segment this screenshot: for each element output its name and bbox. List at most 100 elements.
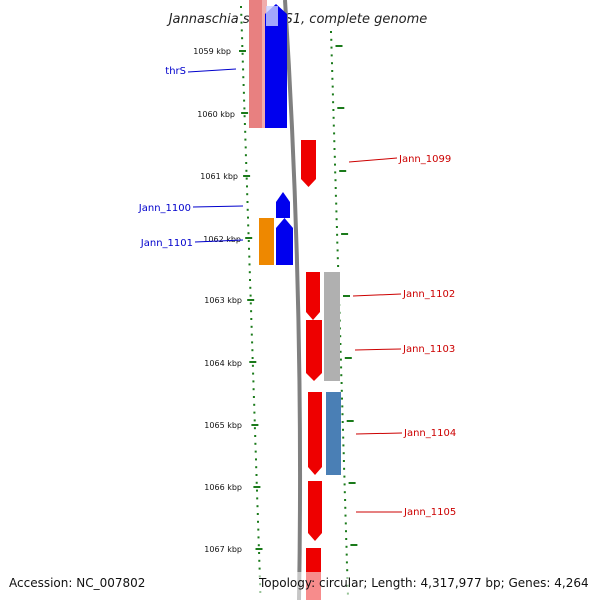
gene-jann-1100: [276, 192, 290, 218]
scale-label-1060: 1060 kbp: [197, 110, 235, 119]
tick-dot-outer: [335, 202, 338, 205]
tick-dot-inner: [258, 552, 261, 554]
tick-dot-outer: [339, 358, 342, 361]
tick-dot-outer: [344, 499, 347, 501]
tick-dot-outer: [345, 561, 348, 564]
tick-dot-inner: [251, 349, 254, 352]
tick-dot-inner: [248, 271, 251, 274]
gene-pink-feature: [249, 0, 267, 128]
tick-dot-inner: [252, 396, 255, 398]
tick-dot-outer: [332, 116, 335, 119]
scale-tick-major: [245, 237, 253, 239]
tick-dot-outer: [336, 233, 339, 236]
tick-dot-outer: [335, 210, 338, 213]
tick-dot-outer: [343, 483, 346, 486]
leader-line-thrS: [187, 68, 237, 73]
tick-dot-inner: [255, 474, 258, 476]
tick-dot-outer: [342, 436, 345, 439]
leader-line-jann-1099: [348, 157, 398, 163]
tick-dot-inner: [248, 263, 251, 266]
scale-label-1062: 1062 kbp: [203, 235, 241, 244]
tick-dot-outer: [331, 93, 334, 96]
gene-label-jann-1101: Jann_1101: [140, 238, 193, 249]
tick-dot-outer: [339, 350, 342, 353]
accession-text: Accession: NC_007802: [9, 576, 145, 590]
tick-dot-inner: [256, 497, 259, 500]
map-title: Jannaschia sp. CCS1, complete genome: [166, 12, 428, 27]
tick-dot-inner: [241, 45, 244, 47]
leader-line-jann-1101: [194, 239, 244, 243]
gene-label-lines: [187, 68, 403, 513]
tick-dot-outer: [334, 171, 337, 174]
scale-labels: 1059 kbp 1060 kbp 1061 kbp 1062 kbp 1063…: [193, 47, 242, 554]
tick-dot-outer: [330, 46, 333, 49]
tick-dot-inner: [250, 333, 253, 336]
gene-jann-1099: [301, 140, 316, 187]
gene-jann-1103: [306, 320, 322, 381]
tick-dot-inner: [252, 372, 255, 375]
tick-dot-inner: [247, 224, 250, 227]
tick-dot-outer: [345, 538, 348, 540]
tick-dot-outer: [335, 226, 338, 228]
tick-dot-inner: [247, 232, 250, 235]
gene-jann-1104-steel: [326, 392, 341, 475]
gene-label-jann-1099: Jann_1099: [398, 154, 451, 165]
tick-dot-outer: [343, 467, 346, 470]
tick-dot-outer: [333, 140, 336, 143]
gene-label-jann-1102: Jann_1102: [402, 289, 455, 300]
tick-dot-outer: [336, 241, 339, 244]
tick-dot-outer: [340, 382, 343, 384]
tick-dot-inner: [243, 115, 246, 118]
gene-labels: thrS Jann_1100 Jann_1101 Jann_1099 Jann_…: [138, 66, 456, 518]
tick-dot-inner: [249, 302, 252, 305]
tick-dot-inner: [253, 411, 256, 414]
scale-label-1066: 1066 kbp: [204, 483, 242, 492]
leader-line-jann-1100: [192, 205, 244, 208]
tick-dot-inner: [250, 318, 253, 320]
tick-dot-outer: [345, 553, 348, 556]
tick-dot-outer: [334, 194, 337, 197]
tick-dot-outer: [334, 187, 337, 189]
tick-dot-inner: [252, 380, 255, 383]
scale-tick-minor-outer: [346, 420, 354, 422]
tick-dot-inner: [252, 388, 255, 391]
tick-dot-inner: [247, 216, 249, 219]
tick-dot-inner: [240, 13, 243, 16]
tick-dot-inner: [251, 364, 254, 367]
tick-dot-outer: [334, 179, 337, 182]
gene-jann-1104: [308, 392, 322, 475]
tick-dot-outer: [333, 132, 336, 135]
tick-dot-outer: [339, 343, 342, 345]
tick-dot-inner: [244, 130, 247, 133]
tick-dot-outer: [333, 148, 336, 150]
gene-jann-1101: [259, 218, 274, 265]
gene-label-jann-1100: Jann_1100: [138, 203, 191, 214]
tick-dot-outer: [336, 249, 339, 252]
tick-dot-inner: [249, 294, 252, 297]
scale-tick-minor-outer: [339, 170, 347, 172]
tick-dot-inner: [250, 310, 253, 313]
gene-label-jann-1105: Jann_1105: [403, 507, 456, 518]
scale-label-1061: 1061 kbp: [200, 172, 238, 181]
gene-thrS-highlight: [266, 6, 278, 26]
tick-dot-inner: [240, 21, 243, 24]
gene-label-jann-1104: Jann_1104: [403, 428, 456, 439]
footer-backdrop: [0, 572, 600, 600]
scale-tick-major: [251, 424, 259, 426]
scale-tick-major: [247, 299, 255, 301]
tick-dot-inner: [241, 37, 244, 40]
gene-features: [249, 0, 341, 600]
tick-dot-inner: [249, 286, 252, 289]
scale-label-1063: 1063 kbp: [204, 296, 242, 305]
tick-dot-inner: [256, 505, 259, 508]
tick-dot-outer: [332, 109, 335, 111]
backbone-arc: [283, 0, 303, 600]
tick-dot-inner: [250, 325, 253, 328]
tick-dot-inner: [244, 146, 247, 149]
tick-dot-outer: [342, 444, 345, 447]
tick-dot-outer: [335, 218, 338, 221]
tick-dot-outer: [331, 70, 334, 72]
tick-dot-outer: [340, 366, 343, 369]
gene-jann-1100-extent: [276, 218, 293, 265]
